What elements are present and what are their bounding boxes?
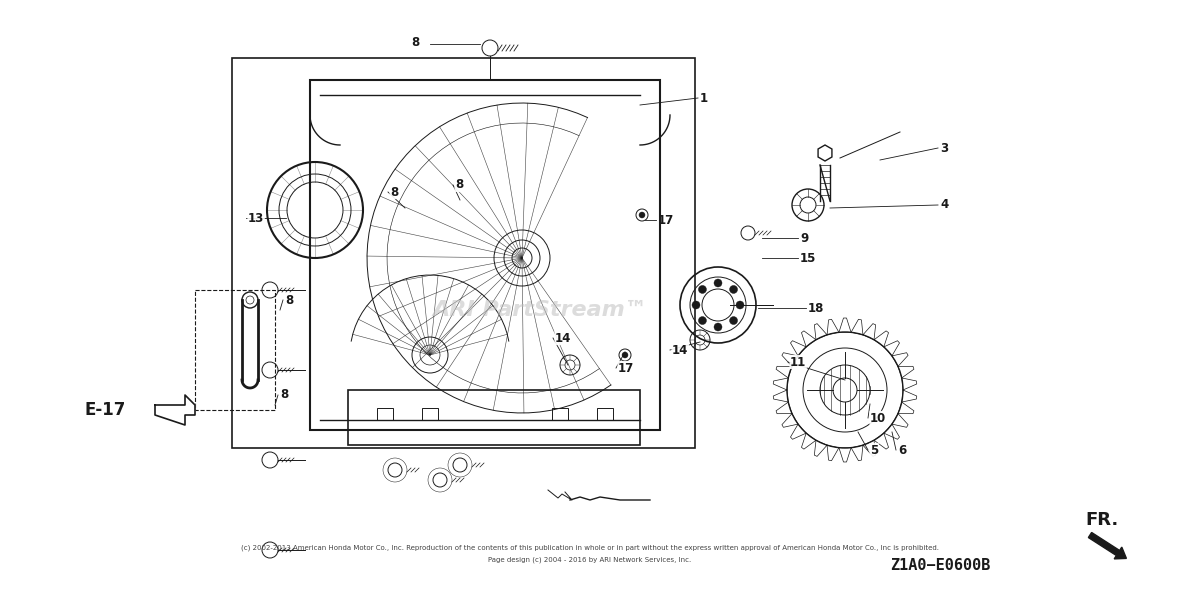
Text: 17: 17 [658,213,674,227]
Text: 3: 3 [940,141,948,154]
Circle shape [691,301,700,309]
Text: Page design (c) 2004 - 2016 by ARI Network Services, Inc.: Page design (c) 2004 - 2016 by ARI Netwo… [489,557,691,563]
Bar [195,290,275,410]
Text: 8: 8 [286,293,294,306]
Text: 5: 5 [870,444,878,456]
Text: E-17: E-17 [84,401,126,419]
Text: 4: 4 [940,198,949,211]
Circle shape [699,316,707,325]
Text: 14: 14 [555,332,571,345]
Text: ARI PartStream™: ARI PartStream™ [433,300,648,320]
Circle shape [736,301,745,309]
Circle shape [622,352,628,358]
Text: 8: 8 [280,389,288,402]
Text: 14: 14 [671,343,688,356]
Text: 10: 10 [870,412,886,425]
Text: 6: 6 [898,444,906,456]
Text: 8: 8 [411,35,419,48]
Text: 1: 1 [700,91,708,104]
Text: 17: 17 [618,362,635,375]
Text: 15: 15 [800,252,817,264]
Text: FR.: FR. [1084,511,1119,529]
Circle shape [714,323,722,331]
Text: 8: 8 [455,178,464,191]
Circle shape [714,279,722,287]
Text: Z1A0−E0600B: Z1A0−E0600B [890,558,990,573]
Circle shape [729,286,738,293]
Bar [376,408,393,420]
Circle shape [699,286,707,293]
Text: (c) 2002-2013 American Honda Motor Co., Inc. Reproduction of the contents of thi: (c) 2002-2013 American Honda Motor Co., … [241,545,939,551]
Bar [597,408,612,420]
Polygon shape [155,395,195,425]
Circle shape [640,212,645,218]
Text: 13: 13 [248,211,264,224]
Bar [422,408,438,420]
Text: 18: 18 [808,302,825,315]
FancyArrow shape [1088,532,1127,559]
Text: 11: 11 [789,356,806,369]
Text: 9: 9 [800,231,808,244]
Text: 8: 8 [391,186,398,198]
Circle shape [729,316,738,325]
Bar [552,408,568,420]
Text: 15: 15 [800,252,817,264]
